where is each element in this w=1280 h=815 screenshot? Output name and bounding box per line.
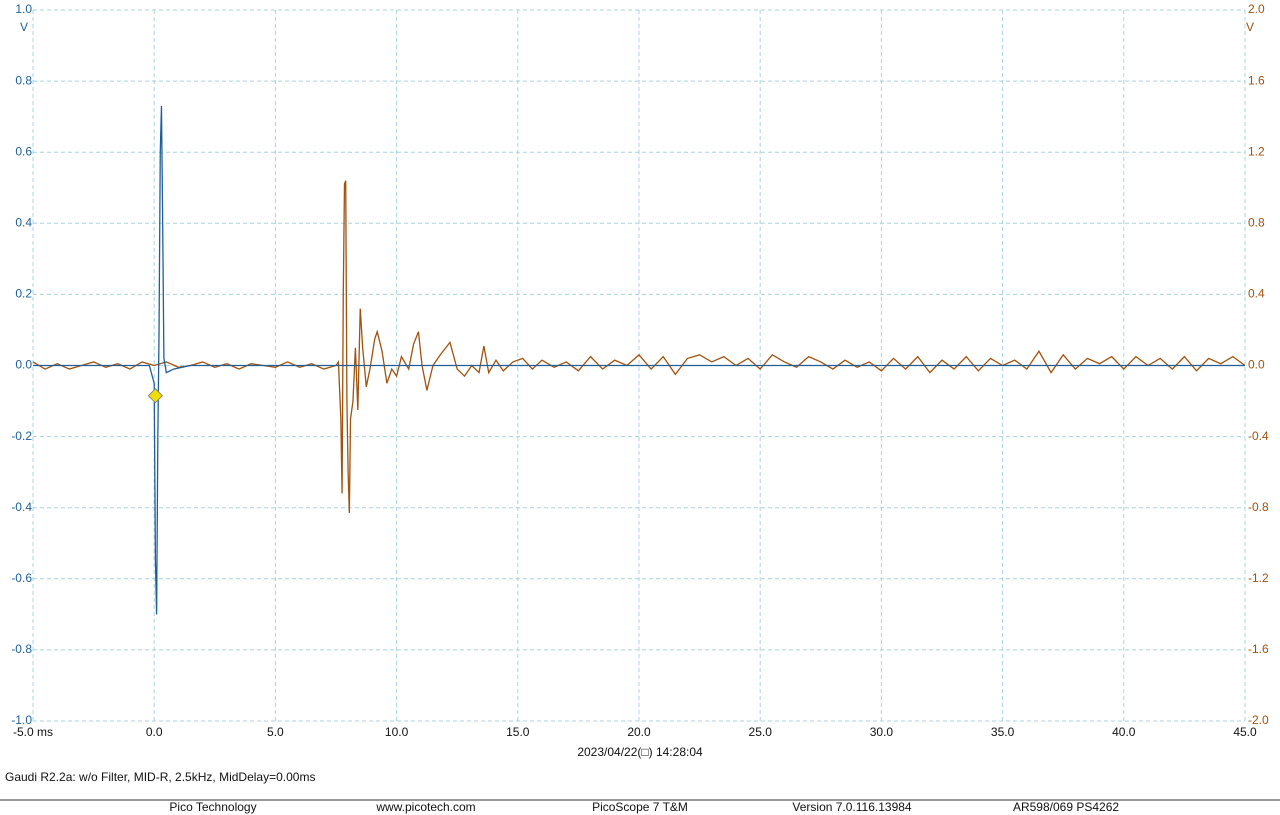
y-tick-label: 0.0 <box>15 358 32 372</box>
y2-tick-label: -2.0 <box>1248 713 1269 727</box>
y2-tick-label: -0.8 <box>1248 500 1269 514</box>
y2-tick-label: 0.4 <box>1248 287 1265 301</box>
x-tick-label: 40.0 <box>1112 725 1136 739</box>
y-tick-label: -1.0 <box>11 713 32 727</box>
x-tick-label: 20.0 <box>627 725 651 739</box>
x-tick-label: 10.0 <box>385 725 409 739</box>
y2-tick-label: 1.2 <box>1248 144 1265 158</box>
y-tick-label: -0.4 <box>11 500 32 514</box>
x-tick-label: 35.0 <box>991 725 1015 739</box>
footer-item: PicoScope 7 T&M <box>592 800 688 814</box>
x-tick-label: 45.0 <box>1233 725 1257 739</box>
y2-tick-label: 0.0 <box>1248 358 1265 372</box>
y2-tick-label: -1.6 <box>1248 642 1269 656</box>
y-tick-label: 0.6 <box>15 144 32 158</box>
y-unit: V <box>20 20 28 34</box>
y-tick-label: 0.2 <box>15 287 32 301</box>
x-tick-label: 30.0 <box>870 725 894 739</box>
x-tick-label: 15.0 <box>506 725 530 739</box>
footer-item: www.picotech.com <box>375 800 475 814</box>
footer-item: Version 7.0.116.13984 <box>792 800 912 814</box>
x-tick-label: -5.0 ms <box>13 725 53 739</box>
y2-tick-label: 2.0 <box>1248 2 1265 16</box>
y2-unit: V <box>1246 20 1254 34</box>
x-caption: 2023/04/22(□) 14:28:04 <box>577 745 703 759</box>
y-tick-label: -0.8 <box>11 642 32 656</box>
trigger-marker <box>147 388 164 404</box>
info-line: Gaudi R2.2a: w/o Filter, MID-R, 2.5kHz, … <box>5 770 315 784</box>
y-tick-label: 0.4 <box>15 215 32 229</box>
y2-tick-label: 1.6 <box>1248 73 1265 87</box>
y2-tick-label: 0.8 <box>1248 215 1265 229</box>
y2-tick-label: -0.4 <box>1248 429 1269 443</box>
x-tick-label: 25.0 <box>749 725 773 739</box>
y2-tick-label: -1.2 <box>1248 571 1269 585</box>
y-tick-label: -0.2 <box>11 429 32 443</box>
trace <box>33 105 1245 615</box>
x-tick-label: 5.0 <box>267 725 284 739</box>
footer-item: AR598/069 PS4262 <box>1013 800 1119 814</box>
trace <box>32 180 1246 514</box>
y-tick-label: -0.6 <box>11 571 32 585</box>
y-tick-label: 0.8 <box>15 73 32 87</box>
y-tick-label: 1.0 <box>15 2 32 16</box>
footer-item: Pico Technology <box>169 800 256 814</box>
x-tick-label: 0.0 <box>146 725 163 739</box>
